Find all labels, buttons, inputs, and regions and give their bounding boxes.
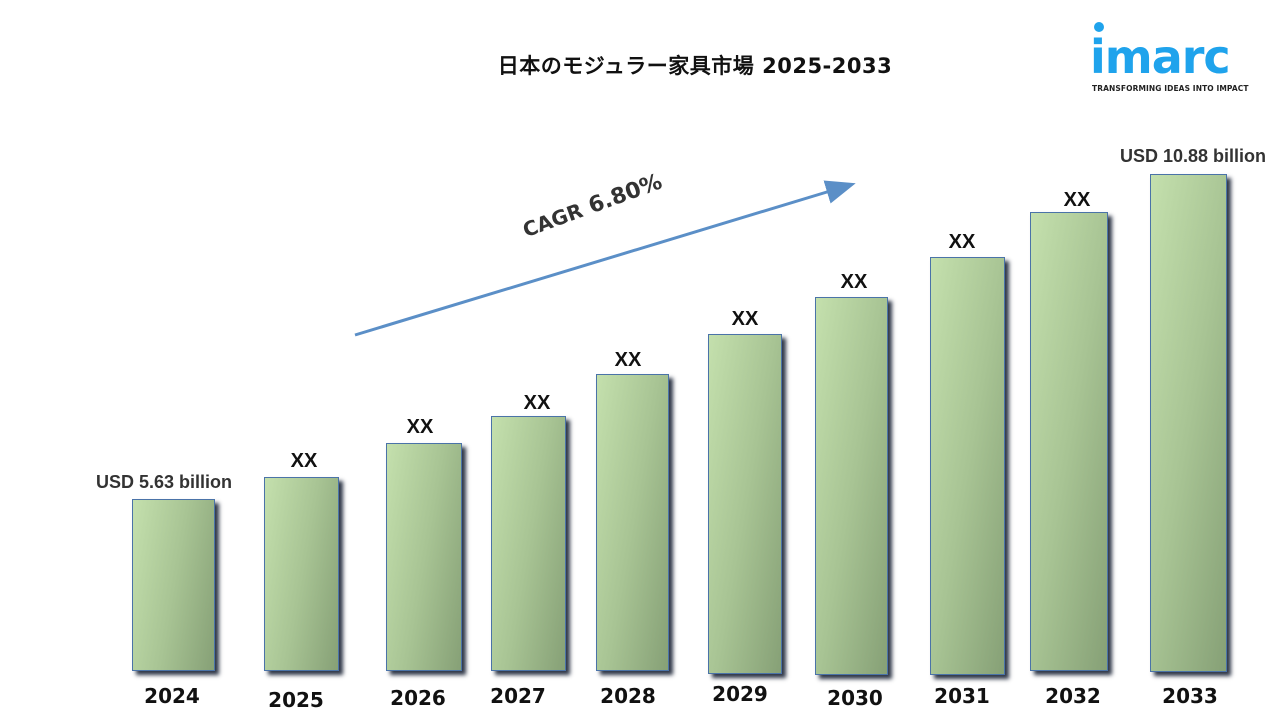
chart-title: 日本のモジュラー家具市場 2025-2033 bbox=[497, 54, 893, 78]
imarc-logo: imarc TRANSFORMING IDEAS INTO IMPACT bbox=[1090, 22, 1265, 97]
value-label-2025: XX bbox=[290, 450, 318, 472]
year-label-2027: 2027 bbox=[490, 684, 546, 708]
bar-2033 bbox=[1150, 174, 1227, 672]
logo-dot-icon bbox=[1094, 22, 1104, 32]
year-label-2031: 2031 bbox=[934, 684, 990, 708]
bar-2029 bbox=[708, 334, 782, 674]
bar-2028 bbox=[596, 374, 669, 671]
bar-2032 bbox=[1030, 212, 1108, 671]
bar-2031 bbox=[930, 257, 1005, 675]
bar-2026 bbox=[386, 443, 462, 671]
value-label-2024: USD 5.63 billion bbox=[95, 472, 233, 492]
value-label-2029: XX bbox=[731, 308, 759, 330]
bar-2024 bbox=[132, 499, 215, 671]
year-label-2032: 2032 bbox=[1045, 684, 1101, 708]
value-label-2027: XX bbox=[523, 392, 551, 414]
value-label-2026: XX bbox=[406, 416, 434, 438]
value-label-2028: XX bbox=[614, 349, 642, 371]
value-label-2031: XX bbox=[948, 231, 976, 253]
year-label-2028: 2028 bbox=[600, 684, 656, 708]
bar-2025 bbox=[264, 477, 339, 671]
bar-2027 bbox=[491, 416, 566, 671]
year-label-2024: 2024 bbox=[144, 684, 200, 708]
value-label-2030: XX bbox=[840, 271, 868, 293]
logo-wordmark: imarc bbox=[1090, 30, 1231, 84]
year-label-2030: 2030 bbox=[827, 686, 883, 710]
year-label-2026: 2026 bbox=[390, 686, 446, 710]
logo-tagline: TRANSFORMING IDEAS INTO IMPACT bbox=[1092, 84, 1249, 93]
bar-2030 bbox=[815, 297, 888, 675]
year-label-2029: 2029 bbox=[712, 682, 768, 706]
value-label-2032: XX bbox=[1063, 189, 1091, 211]
year-label-2033: 2033 bbox=[1162, 684, 1218, 708]
year-label-2025: 2025 bbox=[268, 688, 324, 712]
value-label-2033: USD 10.88 billion bbox=[1119, 146, 1267, 166]
